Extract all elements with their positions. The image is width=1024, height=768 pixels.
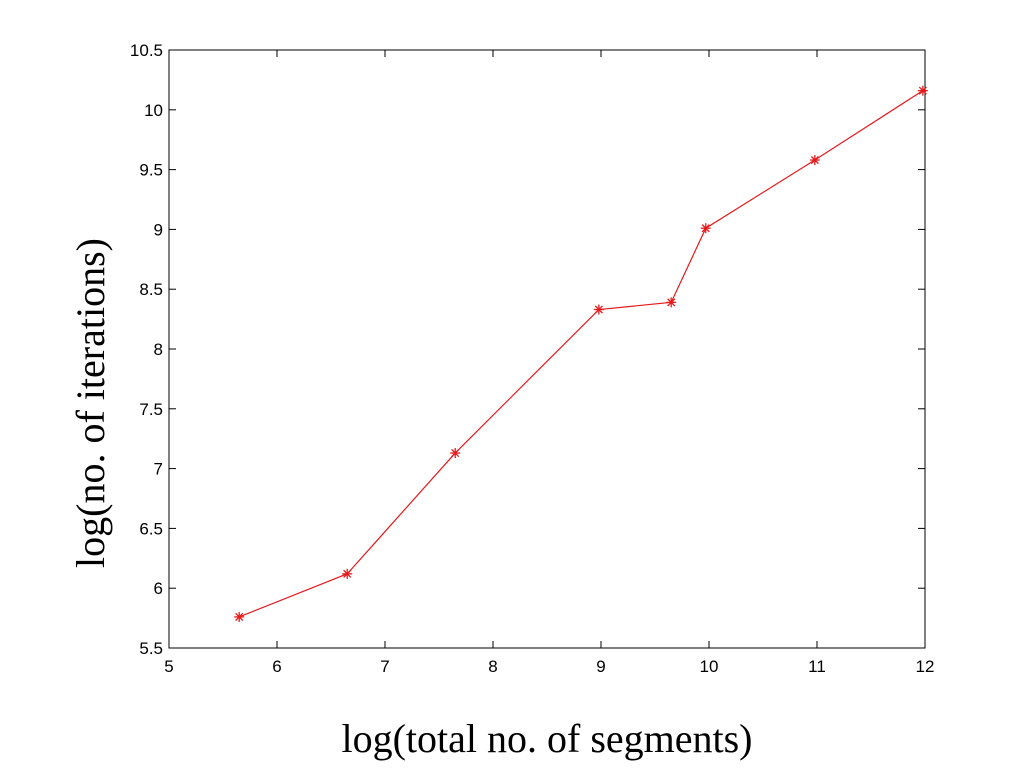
data-point-marker — [666, 297, 677, 308]
data-point-marker — [342, 568, 353, 579]
y-tick-label: 6.5 — [139, 519, 163, 538]
data-point-marker — [917, 85, 928, 96]
y-tick-label: 10.5 — [130, 41, 163, 60]
data-point-marker — [700, 223, 711, 234]
y-tick-label: 7 — [154, 460, 163, 479]
x-tick-label: 6 — [272, 657, 281, 676]
data-point-marker — [593, 304, 604, 315]
y-tick-label: 8.5 — [139, 280, 163, 299]
data-point-marker — [234, 611, 245, 622]
x-tick-label: 5 — [164, 657, 173, 676]
y-tick-label: 9 — [154, 220, 163, 239]
x-tick-label: 7 — [380, 657, 389, 676]
data-point-marker — [450, 448, 461, 459]
y-tick-label: 6 — [154, 579, 163, 598]
x-tick-label: 9 — [596, 657, 605, 676]
x-axis-title: log(total no. of segments) — [341, 716, 752, 761]
series-line — [238, 90, 924, 618]
y-tick-label: 8 — [154, 340, 163, 359]
x-tick-label: 8 — [488, 657, 497, 676]
y-tick-label: 7.5 — [139, 400, 163, 419]
y-tick-label: 10 — [144, 101, 163, 120]
y-tick-label: 5.5 — [139, 639, 163, 658]
plot-area — [168, 49, 926, 649]
x-tick-labels: 5 6 7 8 9 10 11 12 — [164, 657, 934, 676]
x-tick-label: 11 — [808, 657, 826, 676]
axis-ticks — [168, 49, 926, 649]
x-tick-label: 10 — [700, 657, 719, 676]
data-point-marker — [809, 155, 820, 166]
y-axis-title: log(no. of iterations) — [68, 238, 113, 568]
data-markers — [234, 85, 928, 622]
x-tick-label: 12 — [916, 657, 935, 676]
y-tick-label: 9.5 — [139, 161, 163, 180]
y-tick-labels: 5.5 6 6.5 7 7.5 8 8.5 9 9.5 10 10.5 — [130, 41, 163, 658]
